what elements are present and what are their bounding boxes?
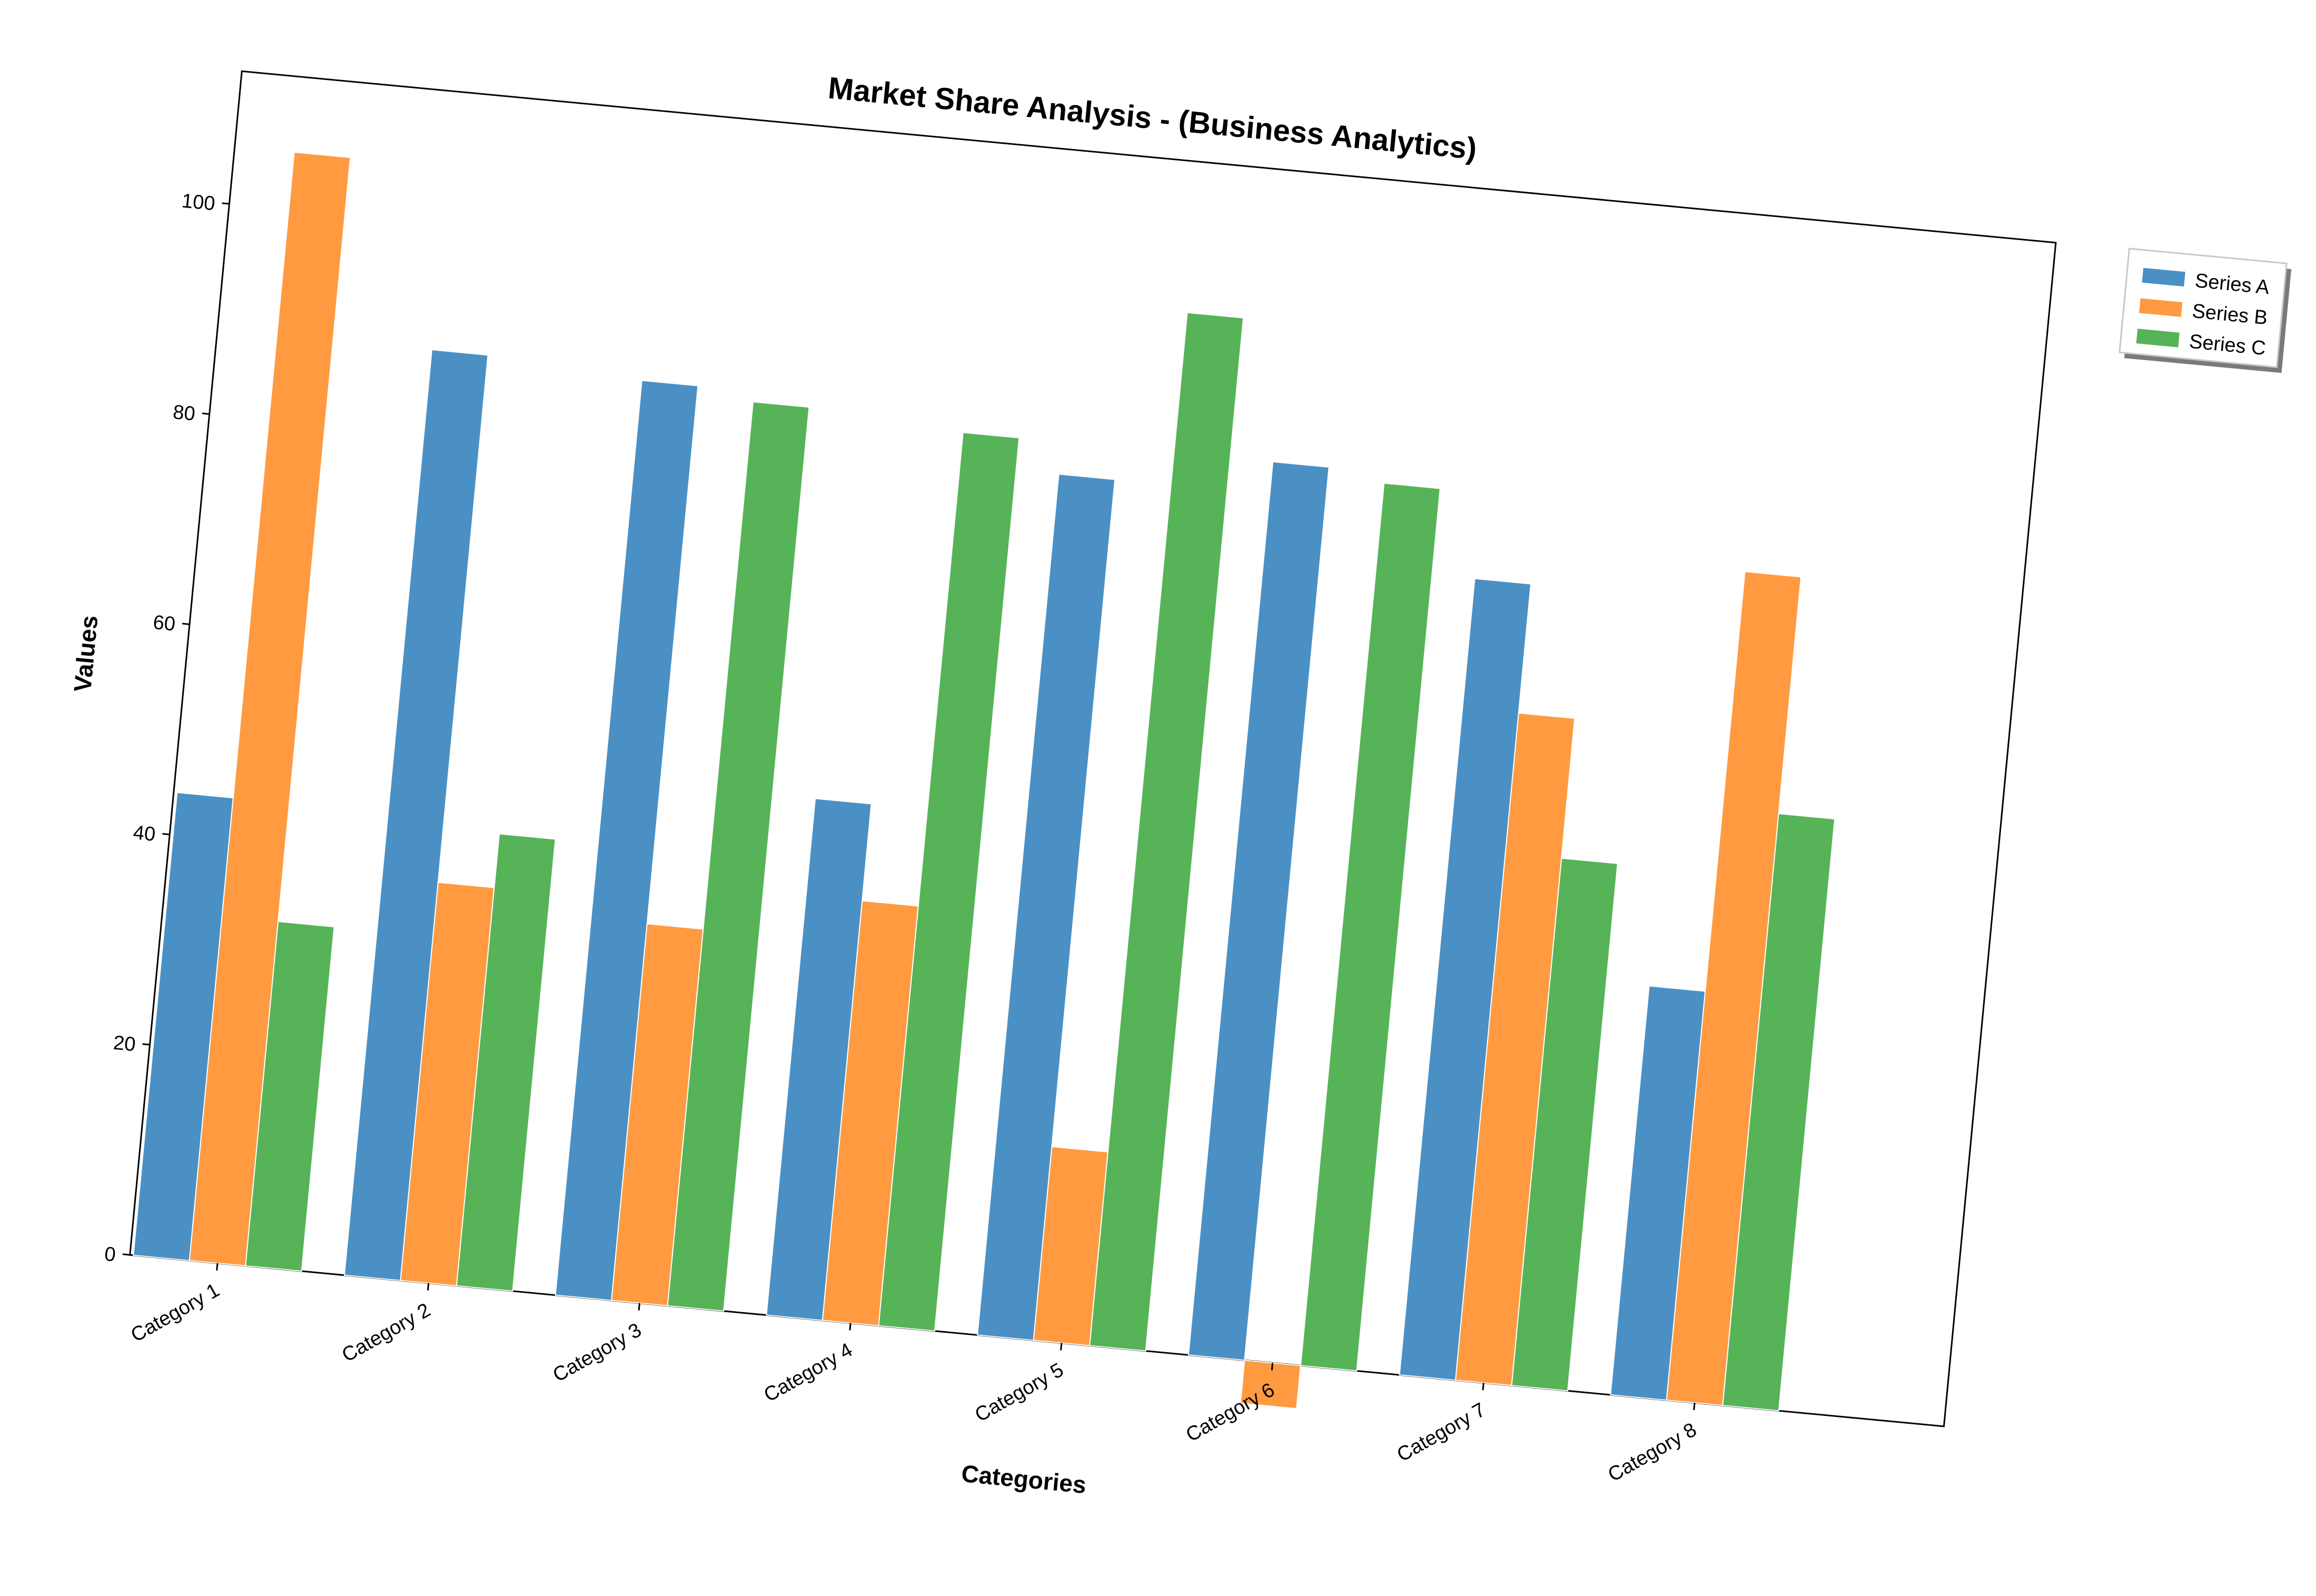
legend-swatch bbox=[2136, 329, 2180, 348]
bar-series-a-2 bbox=[343, 349, 489, 1281]
x-axis-label: Categories bbox=[960, 1460, 1087, 1499]
bar-series-c-3 bbox=[667, 401, 810, 1312]
y-tick-label: 20 bbox=[112, 1032, 136, 1056]
y-tick-label: 60 bbox=[152, 611, 176, 636]
x-tick-label: Category 6 bbox=[1182, 1379, 1278, 1446]
x-tick-mark bbox=[1060, 1343, 1063, 1351]
bar-series-c-6 bbox=[1300, 482, 1441, 1372]
bars-group bbox=[133, 151, 1836, 1412]
bar-series-c-8 bbox=[1722, 813, 1836, 1412]
bar-series-a-3 bbox=[555, 380, 699, 1301]
y-tick-label: 80 bbox=[172, 401, 196, 425]
x-tick-mark bbox=[1693, 1402, 1696, 1411]
x-tick-label: Category 8 bbox=[1605, 1419, 1700, 1486]
bar-series-c-1 bbox=[245, 920, 335, 1272]
bar-series-a-5 bbox=[976, 473, 1116, 1341]
x-tick-label: Category 4 bbox=[760, 1339, 856, 1406]
y-tick-mark bbox=[182, 622, 190, 626]
bar-series-c-4 bbox=[878, 432, 1020, 1332]
legend-swatch bbox=[2139, 298, 2183, 317]
x-tick-label: Category 5 bbox=[971, 1359, 1067, 1426]
chart-figure: Market Share Analysis - (Business Analyt… bbox=[68, 70, 2292, 1499]
x-tick-label: Category 1 bbox=[127, 1279, 223, 1346]
x-tick-label: Category 7 bbox=[1393, 1399, 1489, 1466]
y-tick-label: 0 bbox=[104, 1243, 117, 1266]
y-tick-mark bbox=[142, 1043, 150, 1046]
y-tick-mark bbox=[222, 202, 230, 205]
y-tick-label: 40 bbox=[132, 821, 156, 846]
x-tick-label: Category 2 bbox=[338, 1299, 434, 1366]
legend-swatch bbox=[2142, 267, 2185, 287]
y-tick-mark bbox=[202, 412, 210, 415]
bar-series-c-7 bbox=[1511, 857, 1618, 1392]
bar-series-a-6 bbox=[1187, 461, 1330, 1361]
bar-series-c-2 bbox=[456, 833, 556, 1292]
y-tick-mark bbox=[122, 1253, 130, 1256]
x-tick-label: Category 3 bbox=[549, 1319, 645, 1386]
bar-series-c-5 bbox=[1089, 312, 1244, 1352]
y-axis-label: Values bbox=[68, 614, 103, 693]
y-tick-label: 100 bbox=[181, 190, 216, 215]
y-axis-ticks: 0 20 40 60 80 100 bbox=[104, 190, 230, 1266]
